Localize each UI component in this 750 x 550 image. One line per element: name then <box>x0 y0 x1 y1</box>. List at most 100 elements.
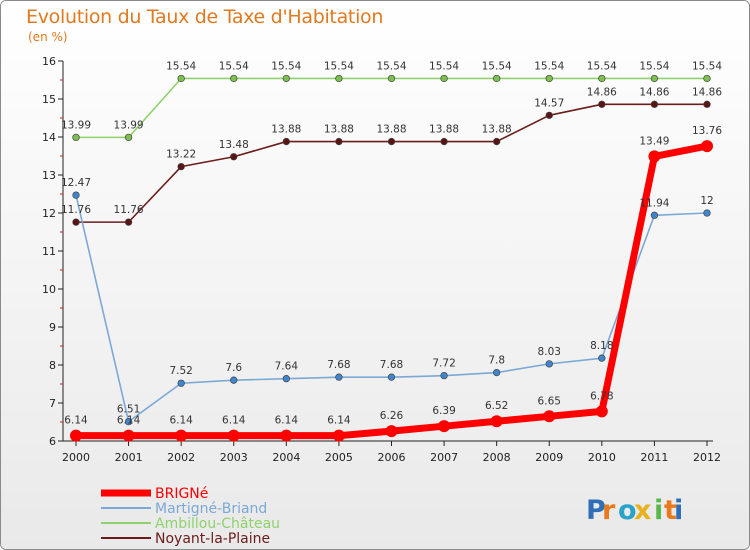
data-label: 14.86 <box>639 86 669 98</box>
x-tick-label: 2005 <box>325 451 353 464</box>
data-point <box>385 425 398 438</box>
data-point <box>648 150 661 163</box>
data-label: 7.6 <box>225 362 242 374</box>
y-tick-label: 12 <box>42 207 56 220</box>
data-point <box>72 218 80 226</box>
brand-letter: P <box>586 495 606 526</box>
data-label: 13.99 <box>61 119 91 131</box>
series-line <box>75 194 708 423</box>
y-tick-label: 7 <box>49 397 56 410</box>
data-label: 6.14 <box>64 415 88 427</box>
data-label: 7.52 <box>169 365 192 377</box>
data-label: 6.14 <box>117 415 141 427</box>
x-tick-label: 2004 <box>272 451 300 464</box>
data-point <box>650 100 659 108</box>
data-label: 15.54 <box>324 60 354 72</box>
brand-letter: i <box>674 495 683 526</box>
data-point <box>122 429 135 442</box>
data-point <box>598 354 606 362</box>
brand-letter: i <box>654 495 663 526</box>
data-point <box>598 74 606 83</box>
data-point <box>650 74 659 83</box>
data-label: 13.88 <box>429 124 459 136</box>
data-label: 13.88 <box>376 124 406 136</box>
data-label: 7.72 <box>432 358 455 370</box>
data-point <box>440 137 448 146</box>
x-tick-label: 2003 <box>220 451 248 464</box>
data-point <box>280 429 293 442</box>
y-tick-label: 15 <box>42 93 56 106</box>
x-tick-label: 2011 <box>640 451 668 464</box>
x-tick-label: 2009 <box>535 451 563 464</box>
x-tick-label: 2010 <box>588 451 616 464</box>
data-label: 13.99 <box>114 119 144 131</box>
data-point <box>545 111 553 119</box>
data-label: 6.65 <box>538 395 561 407</box>
data-label: 6.14 <box>169 415 193 427</box>
data-label: 6.78 <box>590 390 613 402</box>
data-label: 13.76 <box>692 125 722 137</box>
x-tick-label: 2001 <box>115 451 143 464</box>
legend-entry: Noyant-la-Plaine <box>101 531 270 547</box>
x-tick-label: 2012 <box>693 451 721 464</box>
data-label: 6.52 <box>485 400 508 412</box>
data-point <box>332 429 345 442</box>
legend-entry: Ambillou-Château <box>101 516 280 532</box>
data-point <box>227 429 240 442</box>
data-point <box>545 74 553 83</box>
data-point <box>545 360 553 368</box>
data-point <box>230 376 238 384</box>
data-label: 6.26 <box>380 410 404 422</box>
y-tick-label: 14 <box>42 131 56 144</box>
series-line <box>75 103 708 223</box>
data-point <box>543 410 556 423</box>
data-point <box>177 74 185 83</box>
data-point <box>490 415 503 428</box>
data-label: 13.88 <box>271 124 301 136</box>
data-label: 8.18 <box>590 340 613 352</box>
brand-letter: t <box>664 495 677 526</box>
data-label: 13.22 <box>166 149 196 161</box>
data-label: 15.54 <box>376 60 406 72</box>
data-point <box>387 137 396 146</box>
y-tick-label: 9 <box>49 321 56 334</box>
data-label: 12 <box>700 195 713 207</box>
data-point <box>493 74 501 83</box>
data-point <box>282 74 290 83</box>
data-point <box>703 209 711 217</box>
data-label: 15.54 <box>219 60 249 72</box>
data-point <box>598 100 606 108</box>
y-axis-unit: (en %) <box>28 30 68 44</box>
data-point <box>177 379 185 387</box>
series-ambillou-ch-teau <box>72 74 711 142</box>
data-point <box>650 211 659 219</box>
data-label: 6.14 <box>275 415 299 427</box>
data-label: 15.54 <box>271 60 301 72</box>
data-point <box>177 162 185 171</box>
y-tick-label: 16 <box>42 55 56 68</box>
brand-letter: r <box>602 495 616 526</box>
data-label: 7.64 <box>275 361 299 373</box>
data-label: 15.54 <box>166 60 196 72</box>
data-label: 14.86 <box>587 86 617 98</box>
data-point <box>701 140 713 153</box>
x-tick-label: 2002 <box>167 451 195 464</box>
data-point <box>440 74 448 83</box>
data-point <box>124 218 133 226</box>
data-label: 6.14 <box>222 415 246 427</box>
data-point <box>70 429 82 442</box>
data-point <box>387 74 396 83</box>
y-tick-label: 8 <box>49 359 56 372</box>
y-tick-label: 6 <box>49 435 56 448</box>
data-point <box>335 373 343 381</box>
brand-letter: o <box>618 495 637 526</box>
data-label: 13.49 <box>639 135 669 147</box>
series-noyant-la-plaine <box>72 100 711 226</box>
x-tick-label: 2000 <box>62 451 90 464</box>
data-point <box>335 137 343 146</box>
data-label: 15.54 <box>482 60 512 72</box>
x-tick-label: 2006 <box>378 451 406 464</box>
data-label: 7.8 <box>488 355 505 367</box>
